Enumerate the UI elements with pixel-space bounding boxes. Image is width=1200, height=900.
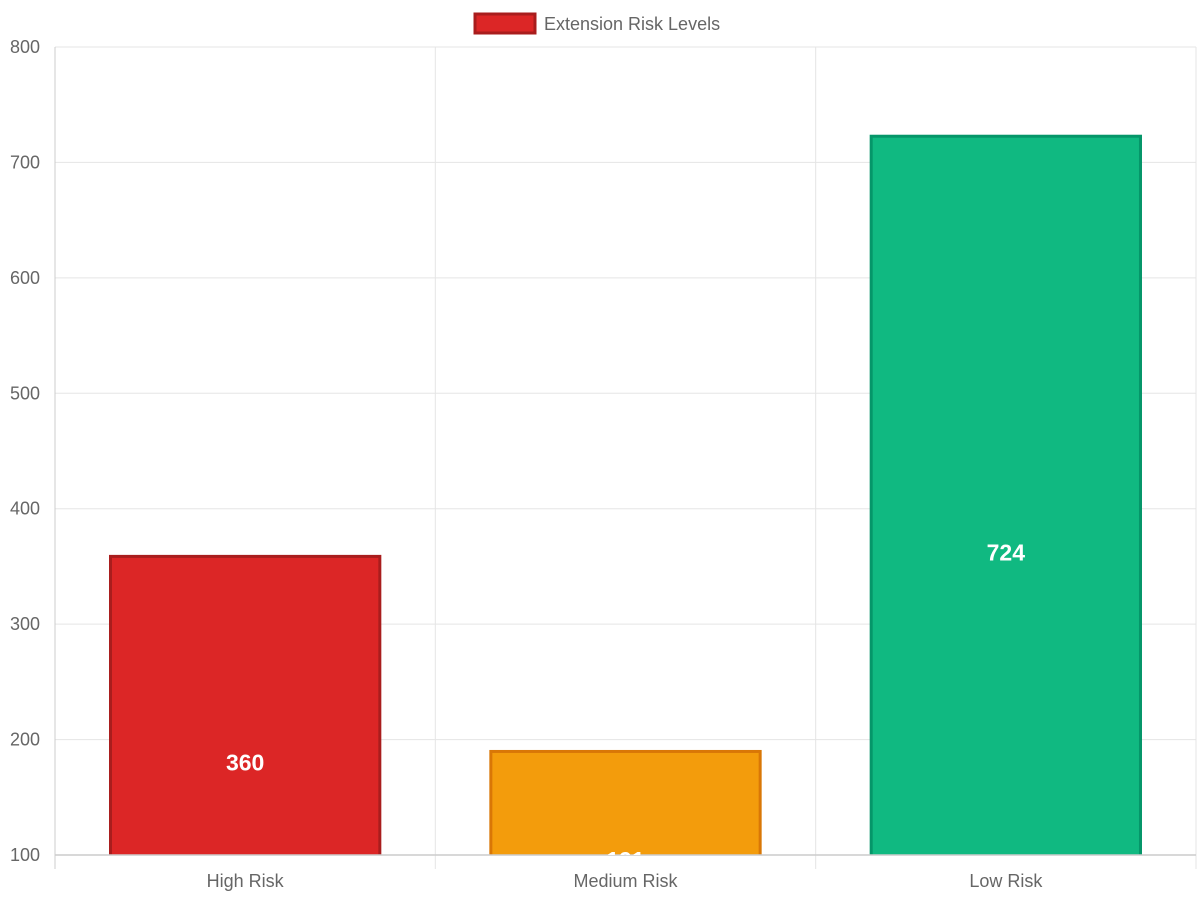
axes — [54, 47, 1196, 869]
y-tick-label: 600 — [10, 268, 40, 288]
legend-label: Extension Risk Levels — [544, 14, 720, 34]
bar-high-risk — [109, 554, 382, 855]
y-tick-label: 800 — [10, 37, 40, 57]
bar-low-risk — [869, 134, 1142, 855]
x-tick-label: Medium Risk — [573, 871, 678, 891]
x-tick-label: Low Risk — [969, 871, 1043, 891]
legend-swatch — [473, 12, 537, 35]
y-tick-label: 700 — [10, 152, 40, 172]
bar-medium-risk — [489, 749, 762, 855]
y-tick-label: 100 — [10, 845, 40, 865]
x-tick-label: High Risk — [207, 871, 285, 891]
tick-labels: 100 200 300 400 500 600 700 800 High Risk Medium … — [10, 37, 1043, 891]
data-labels: 360 191 724 — [226, 540, 1026, 873]
y-tick-label: 500 — [10, 383, 40, 403]
data-label: 360 — [226, 750, 264, 776]
bars — [109, 134, 1142, 855]
legend: Extension Risk Levels — [473, 12, 720, 35]
data-label: 191 — [606, 847, 645, 873]
y-tick-label: 400 — [10, 499, 40, 519]
y-tick-label: 300 — [10, 614, 40, 634]
y-tick-label: 200 — [10, 730, 40, 750]
data-label: 724 — [987, 540, 1026, 566]
